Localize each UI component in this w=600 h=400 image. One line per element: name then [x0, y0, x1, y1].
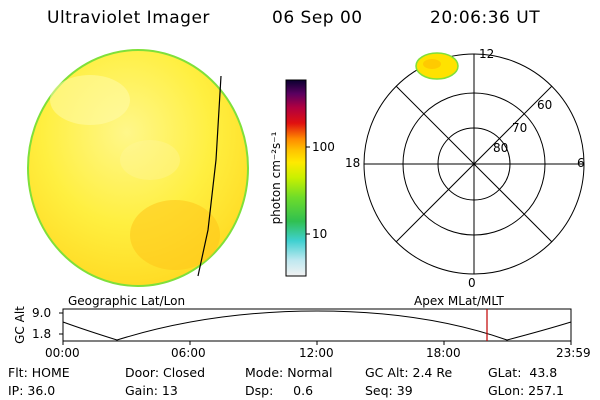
- colorbar-tick-10: 10: [312, 227, 328, 241]
- earth-disk-image: [27, 49, 249, 287]
- polar-lat-70: 70: [512, 121, 528, 135]
- date-label: 06 Sep 00: [272, 8, 363, 28]
- polar-lat-60: 60: [537, 98, 553, 112]
- timeline-axis-title: GC Alt: [13, 306, 27, 344]
- auroral-patch: [415, 52, 459, 80]
- status-glat: GLat: 43.8: [488, 365, 558, 380]
- polar-label-6: 6: [577, 156, 585, 170]
- polar-mlt-plot: [363, 53, 585, 275]
- polar-label-18: 18: [345, 156, 361, 170]
- status-dsp: Dsp: 0.6: [245, 383, 314, 398]
- timeline-tick-1: 06:00: [171, 346, 206, 360]
- timeline-tick-3: 18:00: [426, 346, 461, 360]
- status-glon: GLon: 257.1: [488, 383, 564, 398]
- status-flight: Flt: HOME: [8, 365, 70, 380]
- timeline-tick-4: 23:59: [556, 346, 591, 360]
- time-label: 20:06:36 UT: [430, 8, 541, 28]
- timeline-tick-2: 12:00: [299, 346, 334, 360]
- terminator-line: [197, 75, 222, 277]
- status-ip: IP: 36.0: [8, 383, 56, 398]
- colorbar-tick-100: 100: [312, 140, 335, 154]
- status-mode: Mode: Normal: [245, 365, 333, 380]
- timeline-y-bottom: 1.8: [32, 327, 52, 341]
- timeline-right-label: Apex MLat/MLT: [414, 294, 504, 308]
- status-door: Door: Closed: [125, 365, 206, 380]
- timeline-tick-0: 00:00: [45, 346, 80, 360]
- polar-label-12: 12: [479, 47, 495, 61]
- polar-label-0: 0: [468, 276, 476, 290]
- instrument-title: Ultraviolet Imager: [47, 8, 210, 28]
- timeline-left-label: Geographic Lat/Lon: [68, 294, 186, 308]
- polar-lat-80: 80: [493, 141, 509, 155]
- colorbar-unit-label: photon cm⁻²s⁻¹: [269, 131, 283, 225]
- status-gain: Gain: 13: [125, 383, 178, 398]
- status-seq: Seq: 39: [365, 383, 413, 398]
- color-scale-bar: [285, 79, 310, 277]
- timeline-y-top: 9.0: [32, 306, 52, 320]
- status-gc-alt: GC Alt: 2.4 Re: [365, 365, 453, 380]
- altitude-timeline: [59, 308, 572, 345]
